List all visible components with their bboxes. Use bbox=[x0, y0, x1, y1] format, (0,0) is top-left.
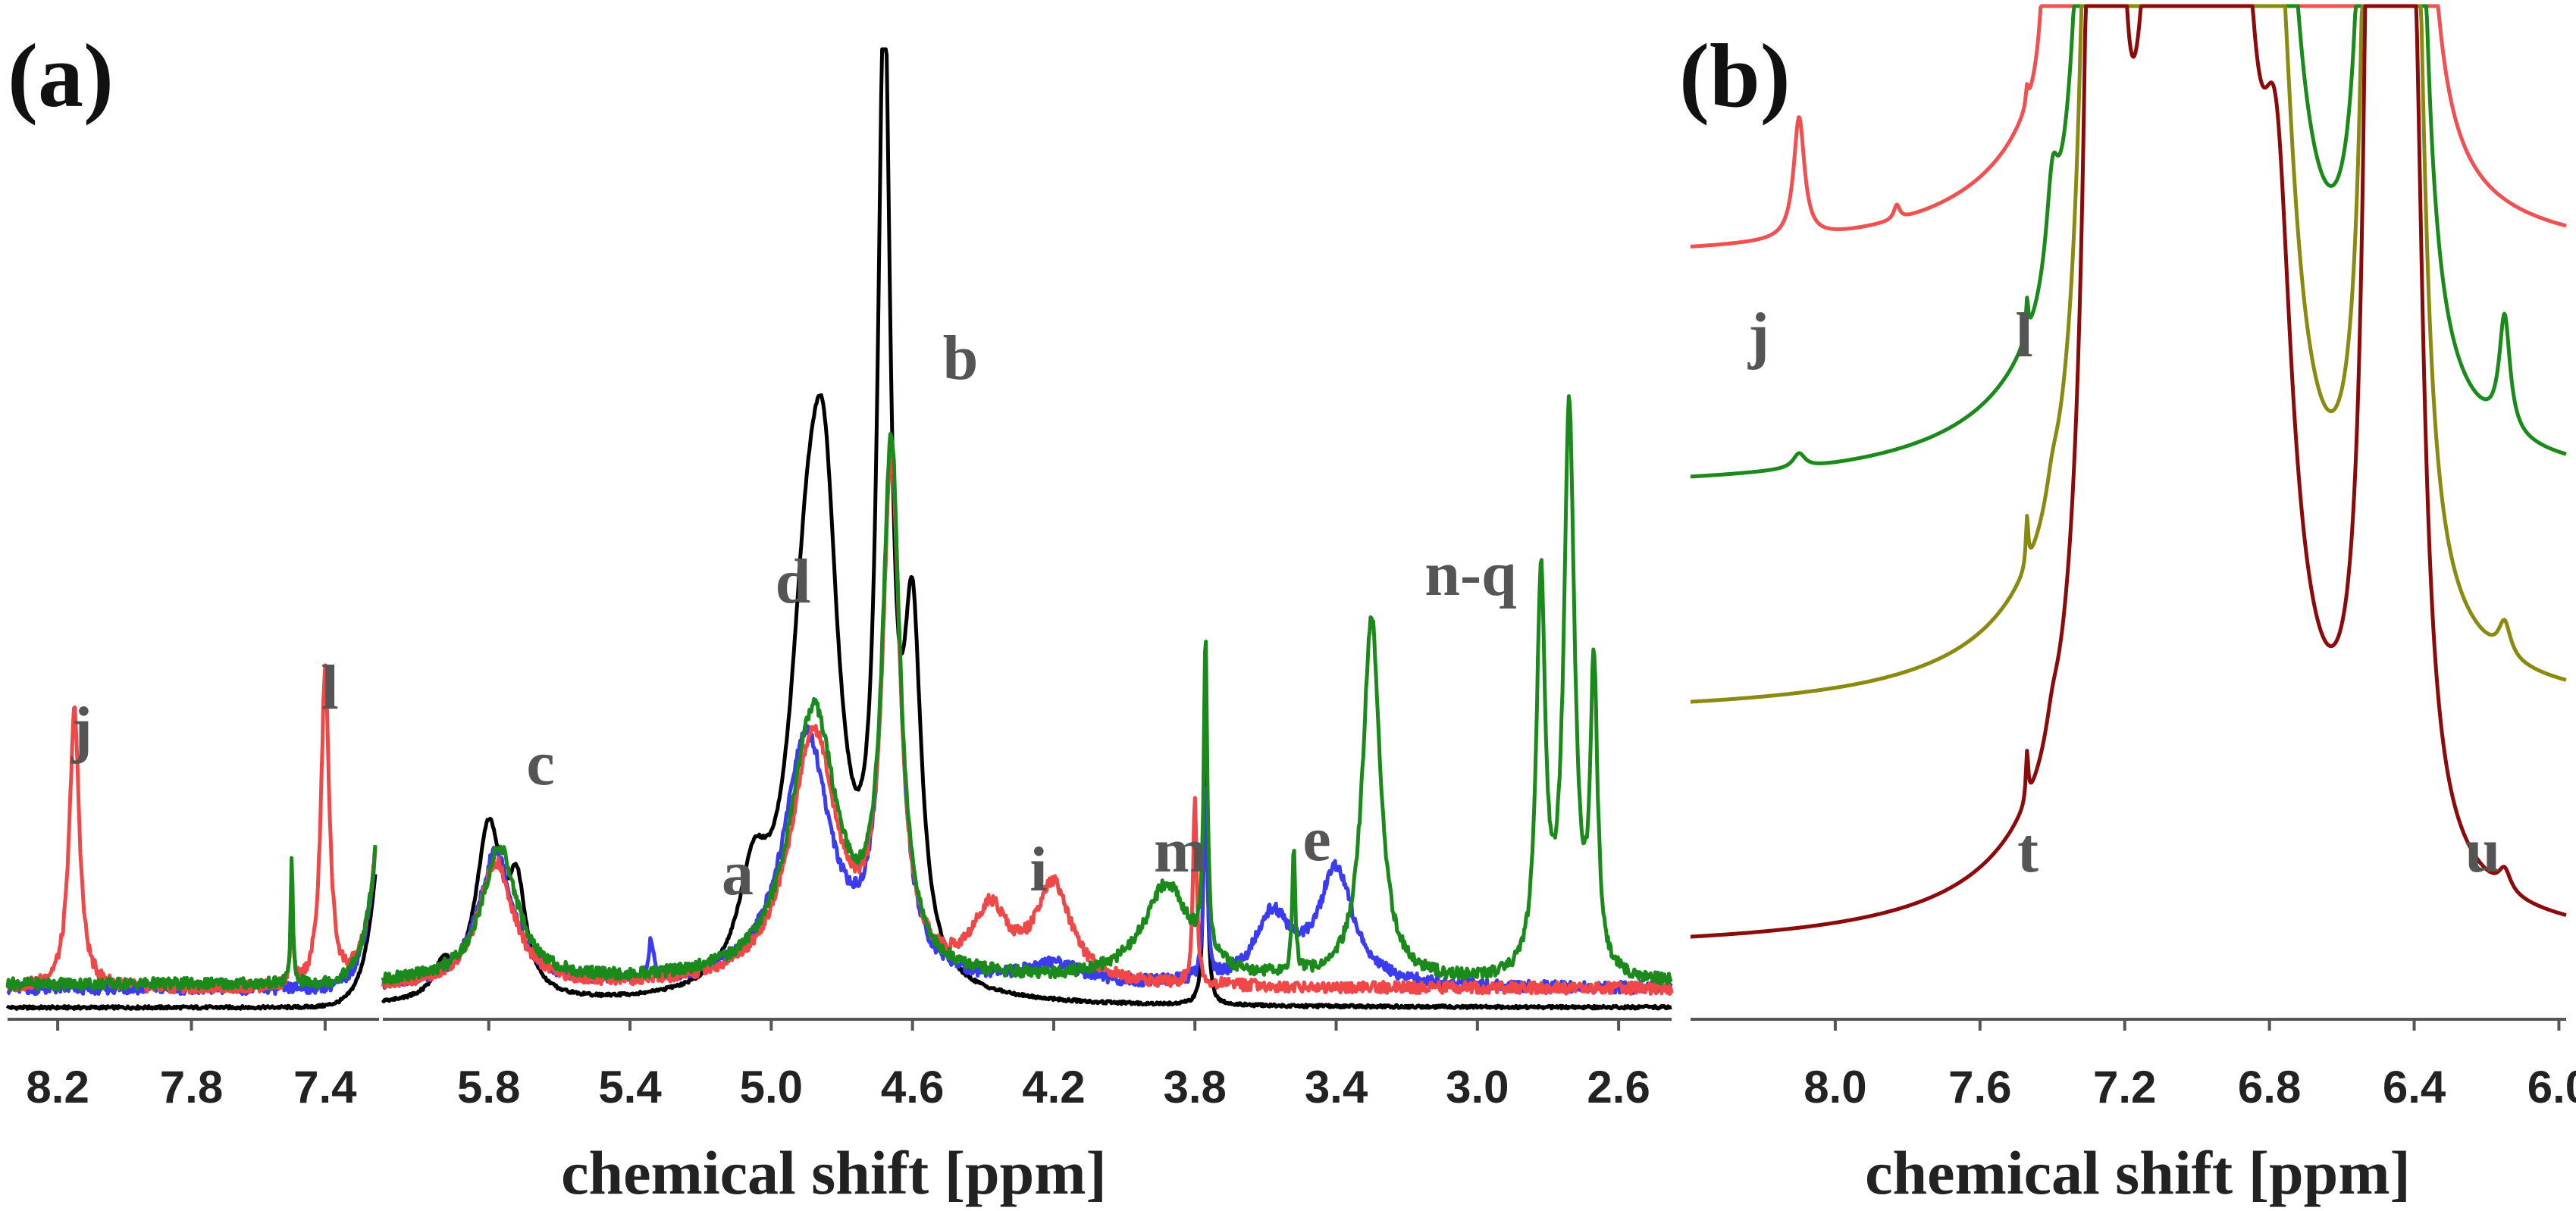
panel-b-trace-olive bbox=[1689, 4, 2568, 704]
panel-a-trace-blue bbox=[6, 438, 1673, 997]
panel-a-peak-label-a: a bbox=[722, 838, 754, 909]
panel-a-tick-label: 2.6 bbox=[1587, 1062, 1650, 1112]
panel-a-tick-label: 5.4 bbox=[598, 1062, 662, 1112]
panel-a-tick-label: 4.6 bbox=[881, 1062, 944, 1112]
panel-a-tick-label: 5.0 bbox=[740, 1062, 803, 1112]
panel-a-peak-label-d: d bbox=[776, 546, 811, 617]
panel-b-ticks: 8.0 7.6 7.2 6.8 6.4 6.0 bbox=[1804, 1019, 2576, 1112]
panel-b-peak-label-u: u bbox=[2465, 815, 2501, 886]
panel-a-tick-label: 3.0 bbox=[1446, 1062, 1509, 1112]
panel-b-tick-label: 6.8 bbox=[2238, 1062, 2301, 1112]
panel-a-trace-red bbox=[5, 451, 1674, 996]
panel-a: (a) 8.2 7.8 7.4 5.8 5.4 5.0 4.6 4.2 3.8 3.4 3.0 2.6… bbox=[5, 25, 1674, 1207]
panel-b-traces bbox=[1689, 4, 2568, 939]
panel-a-peak-label-j: j bbox=[71, 694, 92, 765]
panel-a-peak-labels: j l c a d b i m e n-q bbox=[71, 323, 1517, 909]
panel-a-peak-label-l: l bbox=[321, 652, 338, 723]
panel-a-peak-label-m: m bbox=[1154, 815, 1207, 886]
panel-a-tick-label: 4.2 bbox=[1022, 1062, 1085, 1112]
panel-a-tick-label: 3.4 bbox=[1305, 1062, 1368, 1112]
panel-a-tick-label: 7.8 bbox=[160, 1062, 223, 1112]
panel-a-tick-label: 8.2 bbox=[26, 1062, 89, 1112]
panel-b-peak-label-l: l bbox=[2015, 300, 2032, 371]
panel-b-peak-label-t: t bbox=[2017, 815, 2039, 886]
panel-a-peak-label-i: i bbox=[1029, 834, 1047, 905]
panel-a-ticks: 8.2 7.8 7.4 5.8 5.4 5.0 4.6 4.2 3.8 3.4 3.0 2.6 bbox=[26, 1019, 1650, 1112]
panel-b-tick-label: 7.6 bbox=[1948, 1062, 2011, 1112]
panel-a-x-axis-title: chemical shift [ppm] bbox=[561, 1138, 1107, 1207]
panel-a-peak-label-e: e bbox=[1302, 804, 1330, 875]
panel-a-peak-label-n-q: n-q bbox=[1424, 539, 1516, 609]
panel-b-tick-label: 8.0 bbox=[1804, 1062, 1866, 1112]
panel-a-trace-green bbox=[5, 394, 1673, 991]
panel-b-label: (b) bbox=[1679, 25, 1791, 126]
panel-a-label: (a) bbox=[8, 25, 114, 126]
panel-a-tick-label: 7.4 bbox=[293, 1062, 357, 1112]
panel-b: (b) 8.0 7.6 7.2 6.8 6.4 6.0 j l t u chemical shi… bbox=[1679, 4, 2576, 1207]
panel-b-tick-label: 6.0 bbox=[2527, 1062, 2576, 1112]
panel-b-tick-label: 7.2 bbox=[2093, 1062, 2156, 1112]
panel-b-peak-label-j: j bbox=[1747, 300, 1769, 371]
panel-b-peak-labels: j l t u bbox=[1747, 300, 2500, 886]
panel-b-x-axis-title: chemical shift [ppm] bbox=[1865, 1138, 2411, 1207]
panel-a-peak-label-b: b bbox=[943, 323, 979, 393]
panel-a-trace-black bbox=[5, 47, 1673, 1011]
panel-b-tick-label: 6.4 bbox=[2383, 1062, 2446, 1112]
panel-a-tick-label: 3.8 bbox=[1164, 1062, 1227, 1112]
panel-a-tick-label: 5.8 bbox=[457, 1062, 520, 1112]
panel-a-traces bbox=[5, 47, 1674, 1011]
panel-a-peak-label-c: c bbox=[526, 728, 554, 799]
panel-b-trace-darkred bbox=[1689, 4, 2568, 939]
